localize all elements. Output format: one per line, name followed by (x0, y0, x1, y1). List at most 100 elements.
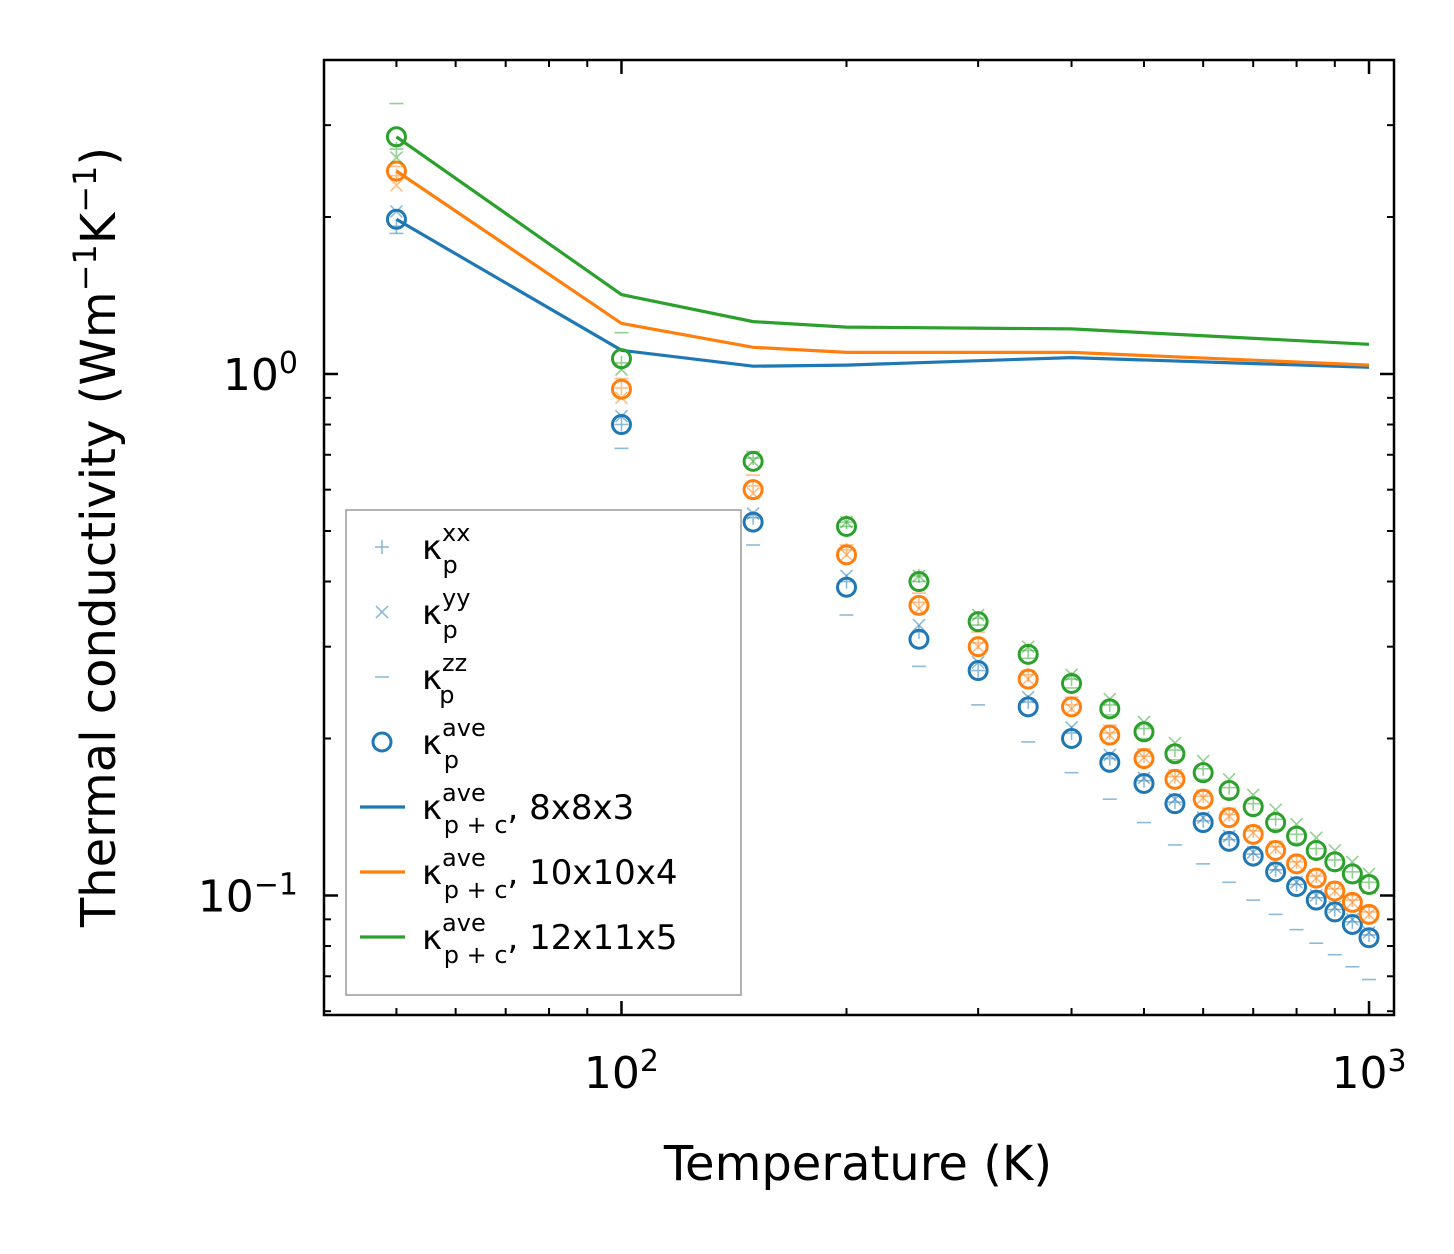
kave-12x11x5-150 (742, 450, 764, 472)
tick-labels: 102 103 10−1 100 (198, 345, 1407, 1099)
legend-marker-cross (375, 605, 389, 619)
kave-10x10x4-100 (610, 378, 632, 400)
kxx-10x10x4-100 (614, 380, 629, 395)
kxx-12x11x5-850 (1309, 841, 1324, 856)
kave-12x11x5-800 (1286, 825, 1308, 847)
kxx-8x8x3-650 (1222, 832, 1237, 847)
kxx-8x8x3-500 (1136, 773, 1151, 788)
legend-entry-6: κave p + c, 12x11x5 (360, 909, 678, 969)
kave-8x8x3-800 (1286, 876, 1308, 898)
kyy-12x11x5-150 (746, 454, 760, 468)
axis-ticks (323, 59, 1394, 1015)
kave-12x11x5-750 (1265, 812, 1287, 834)
kxx-8x8x3-700 (1246, 847, 1261, 862)
y-label-end: ) (71, 147, 127, 166)
legend-entry-4: κave p + c, 8x8x3 (360, 779, 634, 839)
kave-10x10x4-600 (1192, 788, 1214, 810)
kave-8x8x3-550 (1164, 793, 1186, 815)
kave-10x10x4-750 (1265, 839, 1287, 861)
kyy-12x11x5-50 (389, 151, 404, 165)
kave-8x8x3-900 (1324, 901, 1346, 923)
legend-entry-1: κyy p (375, 584, 470, 644)
kave-12x11x5-850 (1305, 839, 1327, 861)
kxx-8x8x3-300 (971, 663, 986, 678)
kave-10x10x4-200 (836, 544, 858, 566)
y-label-sup-2: −1 (66, 166, 104, 213)
kyy-10x10x4-750 (1269, 842, 1283, 856)
kxx-8x8x3-950 (1345, 914, 1360, 929)
kyy-12x11x5-300 (971, 608, 985, 622)
kave-8x8x3-600 (1192, 812, 1214, 834)
legend-label-3: κave p (422, 714, 486, 774)
kyy-10x10x4-550 (1168, 771, 1182, 785)
kave-10x10x4-850 (1305, 867, 1327, 889)
legend-label-6: κave p + c, 12x11x5 (422, 909, 678, 969)
kave-12x11x5-650 (1218, 779, 1240, 801)
kave-12x11x5-700 (1242, 796, 1264, 818)
kyy-10x10x4-300 (971, 640, 985, 654)
kyy-10x10x4-600 (1196, 791, 1210, 805)
kxx-10x10x4-550 (1167, 769, 1182, 784)
kave-12x11x5-900 (1324, 851, 1346, 873)
legend-label-0: κxx p (422, 519, 470, 579)
kxx-12x11x5-1000 (1362, 875, 1377, 890)
legend-marker-plus (375, 540, 389, 554)
kave-10x10x4-800 (1286, 853, 1308, 875)
kyy-10x10x4-700 (1246, 826, 1260, 840)
kxx-12x11x5-800 (1289, 827, 1304, 842)
kyy-10x10x4-950 (1345, 895, 1359, 909)
kave-8x8x3-1000 (1358, 927, 1380, 949)
kave-10x10x4-550 (1164, 768, 1186, 790)
kxx-10x10x4-800 (1289, 854, 1304, 869)
kyy-10x10x4-850 (1309, 871, 1323, 885)
kyy-10x10x4-350 (1021, 672, 1035, 686)
y-label-main: Thermal conductivity (Wm (71, 291, 127, 928)
kyy-10x10x4-400 (1064, 702, 1079, 716)
kxx-8x8x3-550 (1167, 795, 1182, 810)
kave-10x10x4-900 (1324, 880, 1346, 902)
y-tick-label-1: 100 (223, 345, 298, 401)
kyy-10x10x4-650 (1222, 809, 1236, 823)
kave-8x8x3-700 (1242, 845, 1264, 867)
kyy-10x10x4-450 (1103, 728, 1117, 742)
kave-8x8x3-850 (1305, 889, 1327, 911)
kave-10x10x4-450 (1099, 724, 1121, 746)
kave-10x10x4-650 (1218, 807, 1240, 829)
kxx-12x11x5-900 (1327, 852, 1342, 867)
legend-entry-3: κave p (371, 714, 486, 774)
kave-8x8x3-950 (1341, 913, 1363, 935)
markers (385, 102, 1380, 981)
kxx-12x11x5-650 (1222, 780, 1237, 795)
plot-frame (322, 58, 1396, 1017)
kave-12x11x5-50 (385, 126, 407, 148)
kxx-10x10x4-450 (1102, 725, 1117, 740)
legend-box (345, 509, 742, 996)
kxx-10x10x4-500 (1136, 749, 1151, 764)
kxx-8x8x3-600 (1196, 813, 1211, 828)
kave-8x8x3-50 (385, 208, 407, 230)
kave-12x11x5-100 (610, 348, 632, 370)
kave-10x10x4-150 (742, 479, 764, 501)
kave-12x11x5-350 (1017, 643, 1039, 665)
kxx-8x8x3-900 (1327, 902, 1342, 917)
kxx-8x8x3-100 (614, 417, 629, 432)
kxx-10x10x4-900 (1327, 881, 1342, 896)
x-tick-label-100: 102 (584, 1044, 659, 1100)
kave-8x8x3-500 (1133, 772, 1155, 794)
y-tick-label-0.1: 10−1 (198, 867, 298, 923)
kyy-10x10x4-50 (389, 178, 404, 192)
total-line-12x11x5 (395, 135, 1370, 346)
legend-marker-circle (371, 731, 393, 753)
y-label-mid: K (71, 211, 127, 244)
kave-12x11x5-450 (1099, 698, 1121, 720)
kave-10x10x4-500 (1133, 748, 1155, 770)
kyy-10x10x4-900 (1328, 884, 1342, 898)
kxx-8x8x3-1000 (1362, 927, 1377, 942)
kxx-8x8x3-800 (1289, 877, 1304, 892)
legend-label-1: κyy p (422, 584, 470, 644)
legend-label-4: κave p + c, 8x8x3 (422, 779, 634, 839)
kyy-10x10x4-200 (839, 548, 854, 562)
kyy-10x10x4-800 (1290, 857, 1304, 871)
kxx-12x11x5-950 (1345, 864, 1360, 879)
